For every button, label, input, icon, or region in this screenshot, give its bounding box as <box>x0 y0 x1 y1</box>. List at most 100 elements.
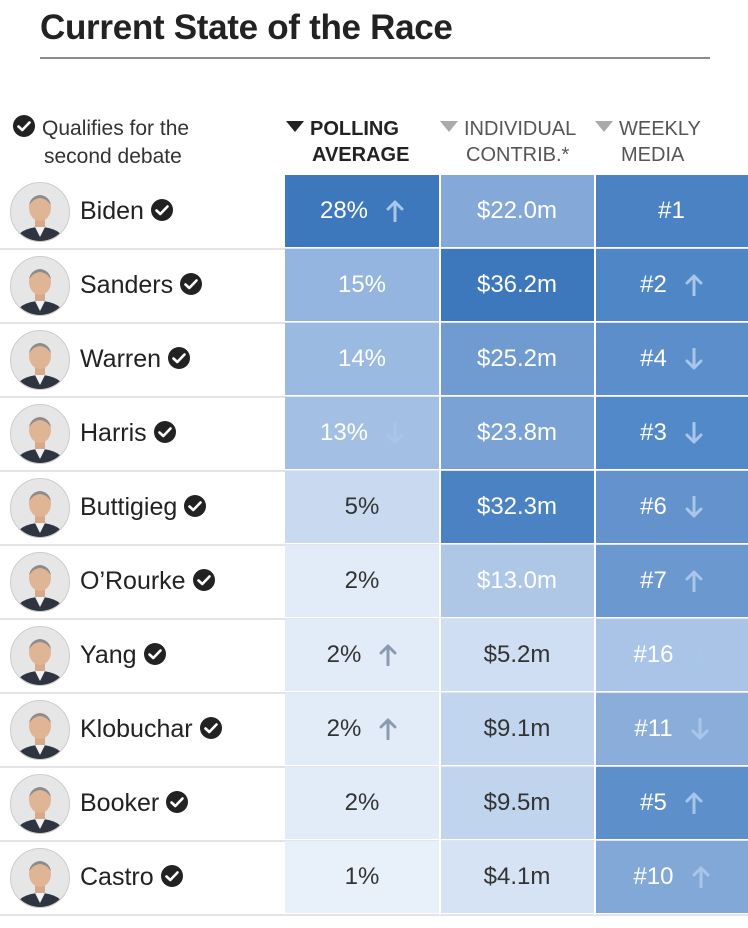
poll-value: 2% <box>326 715 362 742</box>
check-circle-icon <box>199 717 222 739</box>
check-circle-icon <box>160 865 183 887</box>
contrib-cell: $25.2m <box>440 323 594 395</box>
contrib-cell: $9.1m <box>440 693 594 765</box>
table-row[interactable]: Sanders 15% $36.2m #2 <box>0 249 748 324</box>
poll-value: 13% <box>319 419 369 446</box>
column-header-media-line2: MEDIA <box>621 144 685 166</box>
sort-triangle-icon <box>286 121 304 132</box>
media-cell: #5 <box>595 767 748 839</box>
contrib-cell: $13.0m <box>440 545 594 617</box>
poll-cell: 1% <box>285 841 439 913</box>
poll-value: 5% <box>344 493 380 520</box>
check-circle-icon <box>166 791 189 813</box>
column-header-media-line1: WEEKLY <box>619 118 701 140</box>
poll-value: 2% <box>344 567 380 594</box>
poll-cell: 5% <box>285 471 439 543</box>
arrow-down-icon <box>691 718 709 740</box>
portrait-silhouette-icon <box>11 775 69 833</box>
contrib-cell: $4.1m <box>440 841 594 913</box>
contrib-value: $4.1m <box>483 863 551 890</box>
candidate-name: Biden <box>80 197 174 226</box>
table-row[interactable]: Harris 13% $23.8m #3 <box>0 397 748 472</box>
contrib-cell: $23.8m <box>440 397 594 469</box>
contrib-cell: $5.2m <box>440 619 594 691</box>
arrow-down-icon <box>386 422 404 444</box>
table-row[interactable]: Klobuchar 2% $9.1m #11 <box>0 693 748 768</box>
media-value: #11 <box>634 715 673 742</box>
candidate-name-text: O’Rourke <box>80 567 186 595</box>
media-value: #5 <box>640 789 667 816</box>
table-row[interactable]: Warren 14% $25.2m #4 <box>0 323 748 398</box>
media-value: #16 <box>633 641 674 668</box>
candidate-name-text: Biden <box>80 197 144 225</box>
media-value: #4 <box>640 345 667 372</box>
candidate-name-text: Warren <box>80 345 162 373</box>
candidate-avatar <box>10 848 70 908</box>
arrow-up-icon <box>685 792 703 814</box>
column-header-contrib[interactable]: INDIVIDUAL CONTRIB.* <box>440 116 576 168</box>
table-row[interactable]: Booker 2% $9.5m #5 <box>0 767 748 842</box>
table-row[interactable]: Yang 2% $5.2m #16 <box>0 619 748 694</box>
media-cell: #1 <box>595 175 748 247</box>
portrait-silhouette-icon <box>11 405 69 463</box>
contrib-value: $25.2m <box>476 345 558 372</box>
poll-cell: 28% <box>285 175 439 247</box>
media-value: #1 <box>658 197 685 224</box>
candidate-avatar <box>10 256 70 316</box>
arrow-up-icon <box>379 718 397 740</box>
candidate-avatar <box>10 182 70 242</box>
table-row[interactable]: O’Rourke 2% $13.0m #7 <box>0 545 748 620</box>
arrow-up-icon <box>692 866 710 888</box>
page-title: Current State of the Race <box>40 8 453 47</box>
contrib-value: $5.2m <box>483 641 551 668</box>
poll-cell: 2% <box>285 545 439 617</box>
portrait-silhouette-icon <box>11 257 69 315</box>
poll-cell: 15% <box>285 249 439 321</box>
candidate-name: Booker <box>80 789 189 818</box>
arrow-down-icon <box>685 422 703 444</box>
candidate-name-text: Booker <box>80 789 160 817</box>
contrib-cell: $32.3m <box>440 471 594 543</box>
check-circle-icon <box>180 273 203 295</box>
poll-value: 28% <box>319 197 369 224</box>
media-cell: #10 <box>595 841 748 913</box>
candidate-name: Sanders <box>80 271 203 300</box>
candidate-name: O’Rourke <box>80 567 216 596</box>
candidate-name: Yang <box>80 641 167 670</box>
poll-value: 14% <box>337 345 387 372</box>
arrow-down-icon <box>692 644 710 666</box>
poll-cell: 13% <box>285 397 439 469</box>
contrib-value: $13.0m <box>476 567 558 594</box>
media-cell: #7 <box>595 545 748 617</box>
column-header-media[interactable]: WEEKLY MEDIA <box>595 116 701 168</box>
column-header-polling[interactable]: POLLING AVERAGE <box>286 116 409 168</box>
table-row[interactable]: Castro 1% $4.1m #10 <box>0 841 748 916</box>
arrow-up-icon <box>685 274 703 296</box>
check-circle-icon <box>192 569 215 591</box>
column-header-contrib-line2: CONTRIB.* <box>466 144 570 166</box>
portrait-silhouette-icon <box>11 331 69 389</box>
arrow-up-icon <box>386 200 404 222</box>
media-cell: #6 <box>595 471 748 543</box>
portrait-silhouette-icon <box>11 701 69 759</box>
candidate-avatar <box>10 626 70 686</box>
check-circle-icon <box>153 421 176 443</box>
media-value: #10 <box>633 863 674 890</box>
media-cell: #11 <box>595 693 748 765</box>
portrait-silhouette-icon <box>11 849 69 907</box>
poll-cell: 2% <box>285 767 439 839</box>
candidate-name-text: Castro <box>80 863 154 891</box>
poll-value: 2% <box>344 789 380 816</box>
candidate-name-text: Buttigieg <box>80 493 178 521</box>
portrait-silhouette-icon <box>11 183 69 241</box>
media-value: #2 <box>640 271 667 298</box>
table-row[interactable]: Buttigieg 5% $32.3m #6 <box>0 471 748 546</box>
candidate-avatar <box>10 552 70 612</box>
column-header-polling-line2: AVERAGE <box>312 144 410 166</box>
candidate-name-text: Klobuchar <box>80 715 193 743</box>
arrow-up-icon <box>379 644 397 666</box>
poll-cell: 2% <box>285 693 439 765</box>
column-divider <box>439 175 441 915</box>
table-row[interactable]: Biden 28% $22.0m #1 <box>0 175 748 250</box>
media-value: #7 <box>640 567 667 594</box>
